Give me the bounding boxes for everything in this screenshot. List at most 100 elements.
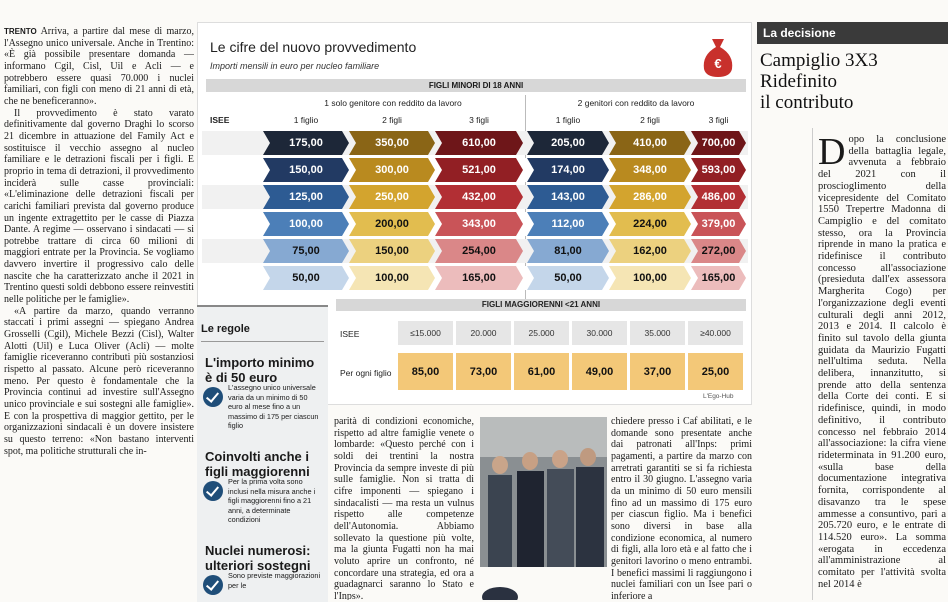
adults-amount-cell: 49,00	[572, 353, 627, 390]
sidebar-body: opo la conclusione della battaglia legal…	[818, 134, 946, 590]
column-header: 1 figlio	[293, 115, 319, 125]
amount-cell: 379,00	[691, 212, 746, 236]
amount-cell: 343,00	[435, 212, 523, 236]
rule-text: Per la prima volta sono inclusi nella mi…	[228, 477, 316, 525]
adults-isee-cell: 25.000	[514, 321, 569, 345]
amount-cell: 150,00	[349, 239, 435, 263]
amount-cell: 348,00	[609, 158, 691, 182]
middle-article-column: parità di condizioni economiche, rispett…	[334, 416, 474, 600]
person-body	[517, 471, 544, 567]
amount-cell: 100,00	[263, 212, 349, 236]
amount-cell: 175,00	[263, 131, 349, 155]
amount-cell: 100,00	[609, 266, 691, 290]
headline-line: il contributo	[760, 92, 854, 113]
sidebar-headline: Campiglio 3X3 Ridefinito il contributo	[760, 50, 878, 113]
amount-cell: 250,00	[349, 185, 435, 209]
amount-cell: 165,00	[435, 266, 523, 290]
dateline: TRENTO	[4, 27, 37, 36]
rule-title: L'importo minimo è di 50 euro	[205, 355, 315, 385]
person-head	[522, 452, 538, 470]
adults-amount-cell: 85,00	[398, 353, 453, 390]
amount-cell: 432,00	[435, 185, 523, 209]
amount-cell: 410,00	[609, 131, 691, 155]
infographic: Le cifre del nuovo provvedimento Importi…	[197, 22, 752, 405]
rules-heading: Le regole	[201, 323, 250, 335]
paragraph: Il provvedimento è stato varato definiti…	[4, 107, 194, 306]
group-label: 2 genitori con reddito da lavoro	[577, 98, 695, 108]
rules-box: Le regole L'importo minimo è di 50 euro L…	[197, 305, 328, 602]
minors-heading: FIGLI MINORI DI 18 ANNI	[206, 79, 746, 92]
paragraph: «A partire da marzo, quando verranno sta…	[4, 305, 194, 457]
adults-amount-cell: 73,00	[456, 353, 511, 390]
amount-cell: 200,00	[349, 212, 435, 236]
person-head	[552, 450, 568, 468]
adults-amount-cell: 61,00	[514, 353, 569, 390]
amount-cell: 610,00	[435, 131, 523, 155]
adults-row-label: Per ogni figlio	[340, 368, 392, 378]
adults-isee-cell: 20.000	[456, 321, 511, 345]
group-label: 1 solo genitore con reddito da lavoro	[324, 98, 462, 108]
amount-cell: 300,00	[349, 158, 435, 182]
headline-line: Ridefinito	[760, 71, 838, 92]
amount-cell: 286,00	[609, 185, 691, 209]
credit: L'Ego-Hub	[703, 393, 734, 400]
paragraph: parità di condizioni economiche, rispett…	[334, 416, 474, 600]
check-mark	[205, 389, 220, 403]
check-icon	[203, 575, 223, 595]
rule-title: Nuclei numerosi: ulteriori sostegni	[205, 543, 311, 573]
middle-article-column: chiedere presso i Caf abilitati, e le do…	[611, 416, 752, 600]
paragraph: Arriva, a partire dal mese di marzo, l'A…	[4, 26, 194, 107]
adults-heading: FIGLI MAGGIORENNI <21 ANNI	[336, 299, 746, 311]
euro-symbol: €	[714, 56, 721, 71]
check-mark	[205, 577, 220, 591]
amount-cell: 593,00	[691, 158, 746, 182]
amount-cell: 205,00	[527, 131, 609, 155]
left-article: TRENTO Arriva, a partire dal mese di mar…	[4, 26, 194, 600]
rule-text: L'assegno unico universale varia da un m…	[228, 383, 319, 431]
amount-cell: 75,00	[263, 239, 349, 263]
person-body	[488, 475, 512, 567]
column-header: 2 figli	[640, 115, 660, 125]
sidebar-rule	[812, 128, 813, 600]
drop-cap: D	[818, 134, 846, 173]
infographic-subtitle: Importi mensili in euro per nucleo famil…	[210, 61, 380, 71]
adults-isee-cell: 35.000	[630, 321, 685, 345]
amount-cell: 272,00	[691, 239, 746, 263]
sidebar-label: La decisione	[757, 22, 948, 44]
column-header: 3 figli	[469, 115, 489, 125]
amount-cell: 174,00	[527, 158, 609, 182]
adults-amount-cell: 25,00	[688, 353, 743, 390]
amount-cell: 165,00	[691, 266, 746, 290]
amount-cell: 81,00	[527, 239, 609, 263]
person-head	[492, 456, 508, 474]
rule-title: Coinvolti anche i figli maggiorenni	[205, 449, 310, 479]
amount-cell: 162,00	[609, 239, 691, 263]
column-header: 3 figli	[708, 115, 729, 125]
amount-cell: 143,00	[527, 185, 609, 209]
amount-cell: 100,00	[349, 266, 435, 290]
adults-isee-cell: 30.000	[572, 321, 627, 345]
amount-cell: 254,00	[435, 239, 523, 263]
check-icon	[203, 481, 223, 501]
amount-cell: 150,00	[263, 158, 349, 182]
paragraph: chiedere presso i Caf abilitati, e le do…	[611, 416, 752, 600]
adults-isee-cell: ≥40.000	[688, 321, 743, 345]
check-mark	[205, 483, 220, 497]
isee-header: ISEE	[210, 115, 230, 125]
column-header: 2 figli	[382, 115, 402, 125]
person-body	[547, 469, 574, 567]
amount-cell: 486,00	[691, 185, 746, 209]
amount-cell: 350,00	[349, 131, 435, 155]
rule-line	[201, 341, 324, 342]
check-icon	[203, 387, 223, 407]
person-head	[580, 448, 596, 466]
amount-cell: 224,00	[609, 212, 691, 236]
amount-cell: 125,00	[263, 185, 349, 209]
amount-cell: 50,00	[527, 266, 609, 290]
amount-cell: 700,00	[691, 131, 746, 155]
bag	[703, 39, 733, 77]
amount-cell: 112,00	[527, 212, 609, 236]
photo	[480, 417, 607, 600]
